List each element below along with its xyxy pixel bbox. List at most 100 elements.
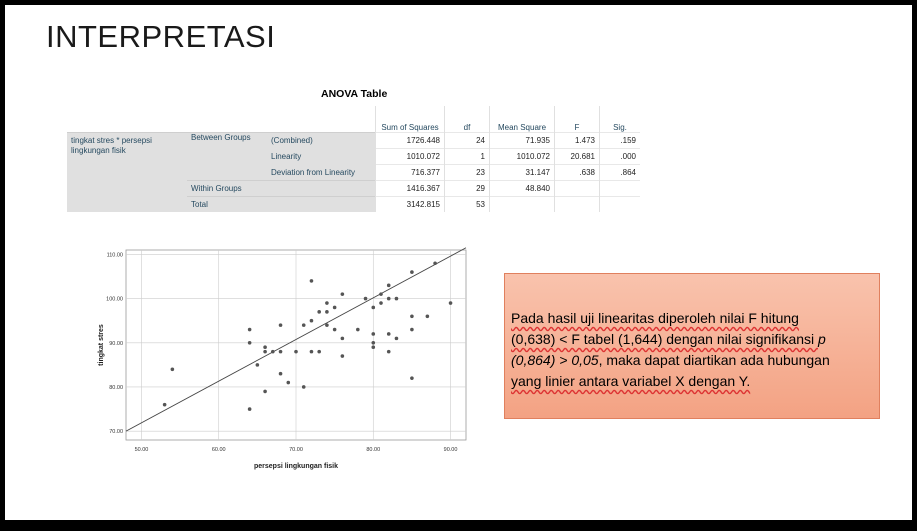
data-point <box>309 318 314 323</box>
header-f: F <box>554 106 600 133</box>
data-point <box>247 340 252 345</box>
data-point <box>286 380 291 385</box>
between-groups-label: Between Groups <box>187 132 267 181</box>
total-label: Total <box>187 196 376 212</box>
y-axis-label: tingkat stres <box>98 324 105 366</box>
cell-sig <box>599 196 640 212</box>
cell-df: 1 <box>444 148 490 165</box>
cell-df: 23 <box>444 164 490 181</box>
cell-sig: .159 <box>599 132 640 149</box>
text-line-2: (0,638) < F tabel (1,644) dengan nilai s… <box>511 331 819 347</box>
data-point <box>278 371 283 376</box>
row-label: (Combined) <box>267 132 376 149</box>
text-line-4: yang linier antara variabel X dengan Y. <box>511 373 751 389</box>
cell-df: 24 <box>444 132 490 149</box>
data-point <box>263 345 267 350</box>
y-tick-label: 110.00 <box>107 252 123 258</box>
y-tick-label: 100.00 <box>106 297 123 303</box>
cell-ms: 48.840 <box>489 180 555 197</box>
x-axis-label: persepsi lingkungan fisik <box>254 463 338 470</box>
data-point <box>356 327 360 332</box>
data-point <box>371 305 376 310</box>
data-point <box>379 301 383 305</box>
data-point <box>433 261 437 266</box>
header-sig: Sig. <box>599 106 640 133</box>
x-tick-label: 50.00 <box>135 447 149 453</box>
text-line-3b: , maka dapat diartikan ada hubungan <box>598 352 830 368</box>
data-point <box>340 292 345 296</box>
data-point <box>247 407 252 411</box>
data-point <box>278 349 283 354</box>
header-mean-square: Mean Square <box>489 106 555 133</box>
data-point <box>340 336 345 341</box>
data-point <box>379 292 383 296</box>
cell-sig: .864 <box>599 164 640 181</box>
header-df: df <box>444 106 490 133</box>
data-point <box>371 340 376 345</box>
cell-ss: 1726.448 <box>375 132 445 149</box>
table-row: Total 3142.815 53 <box>67 196 640 212</box>
text-line-1: Pada hasil uji linearitas diperoleh nila… <box>511 310 799 326</box>
cell-ms: 71.935 <box>489 132 555 149</box>
data-point <box>332 327 337 332</box>
anova-table: Sum of Squares df Mean Square F Sig. tin… <box>67 106 640 212</box>
x-tick-label: 60.00 <box>212 447 226 453</box>
cell-f <box>554 196 600 212</box>
cell-ms: 1010.072 <box>489 148 555 165</box>
slide-title: INTERPRETASI <box>46 19 276 54</box>
cell-f: .638 <box>554 164 600 181</box>
data-point <box>410 314 414 319</box>
data-point <box>170 367 175 372</box>
data-point <box>317 349 321 354</box>
anova-header-row: Sum of Squares df Mean Square F Sig. <box>67 106 640 133</box>
fit-line <box>125 247 467 432</box>
slide: INTERPRETASI ANOVA Table Sum of Squares … <box>5 5 912 520</box>
header-sum-of-squares: Sum of Squares <box>375 106 445 133</box>
table-row: tingkat stres * persepsi lingkungan fisi… <box>67 132 640 212</box>
cell-ms: 31.147 <box>489 164 555 181</box>
table-row: Linearity 1010.072 1 1010.072 20.681 .00… <box>67 148 640 165</box>
y-tick-label: 90.00 <box>109 341 123 347</box>
interpretation-textbox[interactable]: Pada hasil uji linearitas diperoleh nila… <box>504 273 880 419</box>
cell-sig <box>599 180 640 197</box>
data-point <box>410 270 414 274</box>
x-tick-label: 90.00 <box>444 447 458 453</box>
y-tick-label: 70.00 <box>109 429 123 435</box>
data-point <box>394 336 399 341</box>
data-point <box>386 349 391 354</box>
table-row: Deviation from Linearity 716.377 23 31.1… <box>67 164 640 181</box>
cell-df: 53 <box>444 196 490 212</box>
data-point <box>294 349 298 354</box>
cell-df: 29 <box>444 180 490 197</box>
data-point <box>371 332 376 336</box>
data-point <box>410 376 414 380</box>
data-point <box>325 323 329 327</box>
cell-f: 1.473 <box>554 132 600 149</box>
row-label: Linearity <box>267 148 376 165</box>
data-point <box>317 310 321 314</box>
data-point <box>325 310 329 314</box>
table-row: Within Groups 1416.367 29 48.840 <box>67 180 640 197</box>
data-point <box>247 327 252 332</box>
cell-ss: 1416.367 <box>375 180 445 197</box>
data-point <box>332 305 337 310</box>
data-point <box>386 283 391 288</box>
x-tick-label: 70.00 <box>289 447 303 453</box>
data-point <box>386 332 391 336</box>
data-point <box>263 349 267 354</box>
data-point <box>340 354 345 358</box>
scatter-plot: 50.00 60.00 70.00 80.00 90.00 70.00 80.00 90.00… <box>98 247 467 470</box>
data-point <box>301 323 306 327</box>
data-point <box>309 349 314 354</box>
data-point <box>425 314 430 319</box>
x-tick-label: 80.00 <box>366 447 380 453</box>
data-point <box>309 279 314 283</box>
row-label: Deviation from Linearity <box>267 164 376 181</box>
cell-sig: .000 <box>599 148 640 165</box>
cell-ss: 716.377 <box>375 164 445 181</box>
data-point <box>371 345 376 350</box>
data-point <box>386 296 391 301</box>
data-point <box>363 296 368 301</box>
within-groups-label: Within Groups <box>187 180 376 197</box>
data-point <box>271 349 275 354</box>
